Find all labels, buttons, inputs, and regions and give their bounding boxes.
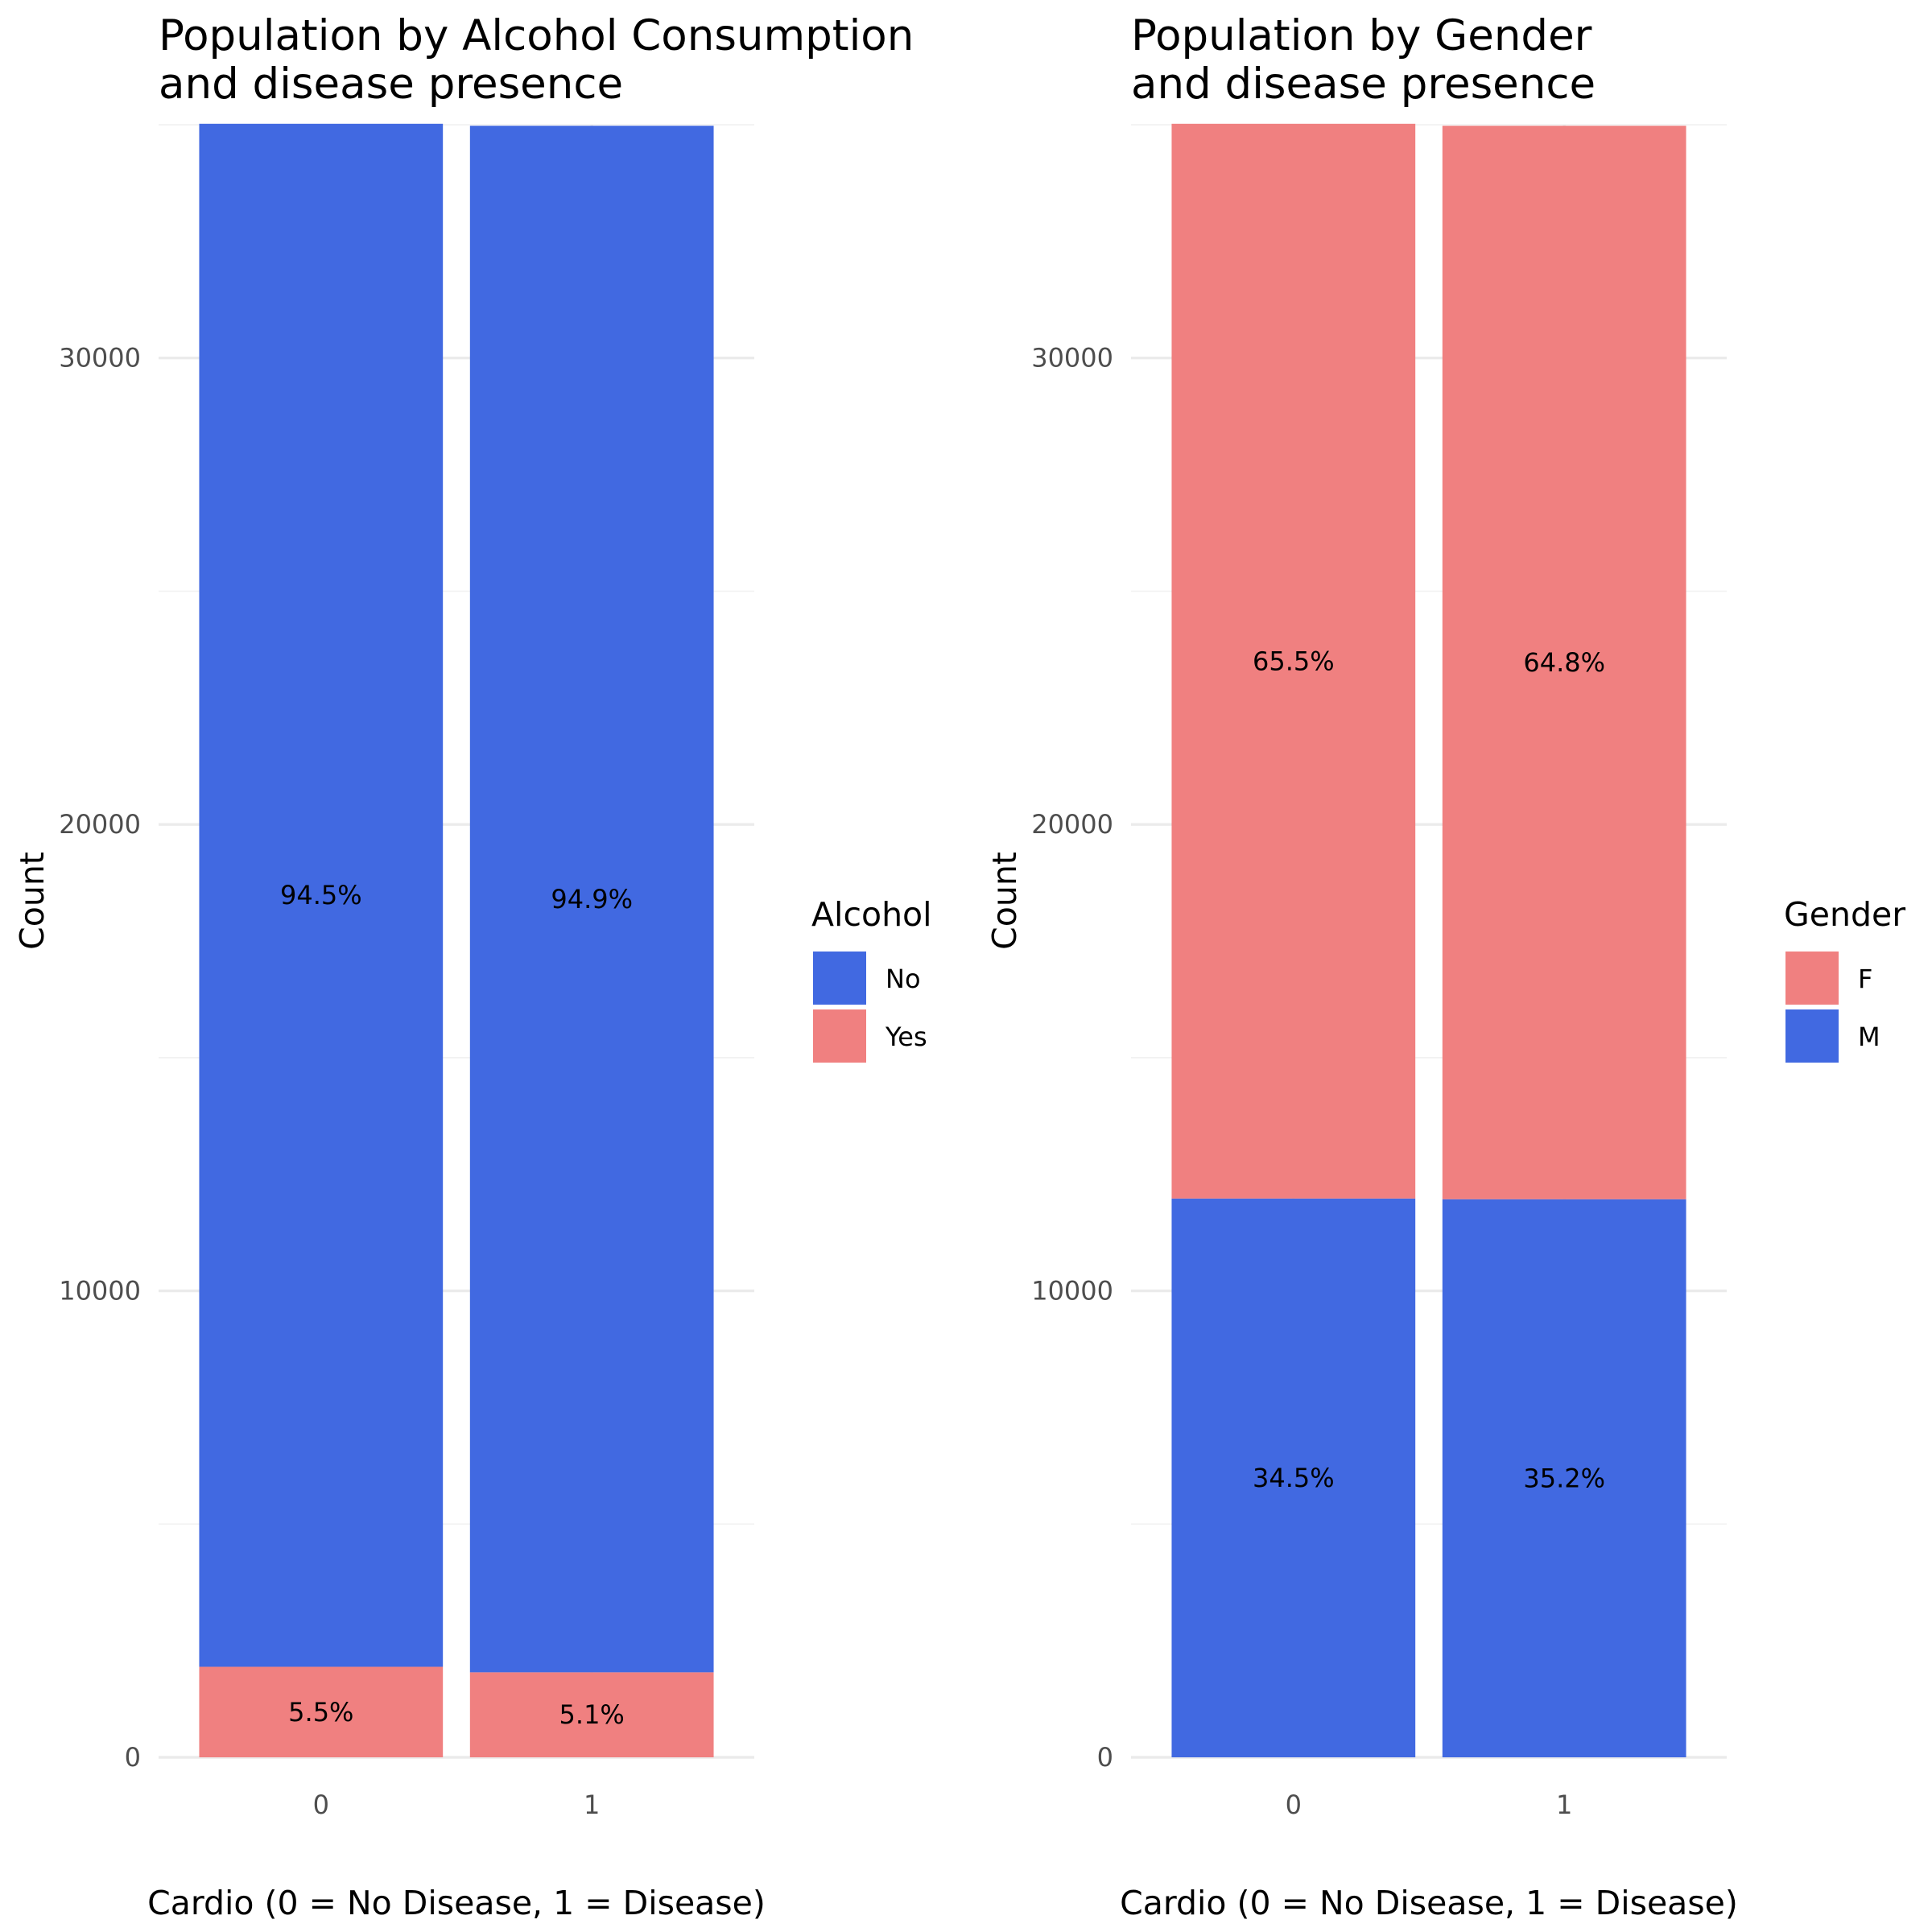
panel-2-y-tick-label: 10000 <box>1031 1276 1113 1307</box>
panel-1-title-line-1: Population by Alcohol Consumption <box>159 11 914 60</box>
panel-2-bar-label-m-cardio-0: 34.5% <box>1253 1463 1335 1493</box>
panel-1-legend-label-no: No <box>886 964 921 994</box>
panel-1-legend-title: Alcohol <box>811 895 932 934</box>
panel-1-y-tick-label: 10000 <box>59 1276 141 1307</box>
panel-2-legend-key-f <box>1785 952 1839 1005</box>
panel-2-y-axis-title: Count <box>985 852 1024 950</box>
panel-1-y-axis-title: Count <box>13 852 52 950</box>
panel-1-legend-key-no <box>813 952 866 1005</box>
panel-1-x-tick-label: 0 <box>313 1790 329 1820</box>
panel-2-bar-f-cardio-1 <box>1442 126 1686 1199</box>
panel-2-legend-title: Gender <box>1784 895 1905 934</box>
panel-2-x-axis-title: Cardio (0 = No Disease, 1 = Disease) <box>1120 1884 1738 1922</box>
panel-2-bar-label-m-cardio-1: 35.2% <box>1523 1463 1605 1493</box>
panel-1-y-tick-label: 0 <box>125 1742 141 1773</box>
panel-2-x-tick-label: 1 <box>1556 1790 1572 1820</box>
panel-1-legend-key-yes <box>813 1009 866 1063</box>
panel-2-bar-m-cardio-1 <box>1442 1199 1686 1757</box>
panel-1-title-line-2: and disease presence <box>159 60 623 109</box>
panel-2-legend-label-f: F <box>1858 964 1872 994</box>
panel-2-y-tick-label: 20000 <box>1031 809 1113 840</box>
panel-1-bar-no-cardio-0 <box>199 123 444 1667</box>
panel-1-y-tick-label: 30000 <box>59 343 141 374</box>
panel-1-bar-yes-cardio-0 <box>199 1666 444 1757</box>
panel-1-bar-yes-cardio-1 <box>469 1672 714 1757</box>
panel-2-y-tick-label: 30000 <box>1031 343 1113 374</box>
panel-1-y-tick-label: 20000 <box>59 809 141 840</box>
panel-1-bar-no-cardio-1 <box>469 126 714 1673</box>
panel-2-bar-f-cardio-0 <box>1171 123 1416 1199</box>
panel-1-legend-label-yes: Yes <box>885 1022 927 1052</box>
panel-2-legend-label-m: M <box>1858 1022 1880 1052</box>
panel-2-y-tick-label: 0 <box>1097 1742 1113 1773</box>
panel-2-bar-label-f-cardio-0: 65.5% <box>1253 646 1335 676</box>
panel-1-bar-label-no-cardio-1: 94.9% <box>551 884 633 914</box>
panel-2-title-line-2: and disease presence <box>1131 60 1596 109</box>
panel-1-bar-label-no-cardio-0: 94.5% <box>280 880 362 910</box>
panel-2-legend-key-m <box>1785 1009 1839 1063</box>
panel-1-x-axis-title: Cardio (0 = No Disease, 1 = Disease) <box>147 1884 766 1922</box>
panel-1-bar-label-yes-cardio-1: 5.1% <box>559 1699 625 1730</box>
panel-2-x-tick-label: 0 <box>1286 1790 1302 1820</box>
panel-1-bar-label-yes-cardio-0: 5.5% <box>288 1697 353 1728</box>
panel-1-x-tick-label: 1 <box>584 1790 600 1820</box>
panel-2-title-line-1: Population by Gender <box>1131 11 1592 60</box>
panel-2-bar-m-cardio-0 <box>1171 1198 1416 1757</box>
panel-2-bar-label-f-cardio-1: 64.8% <box>1523 647 1605 678</box>
